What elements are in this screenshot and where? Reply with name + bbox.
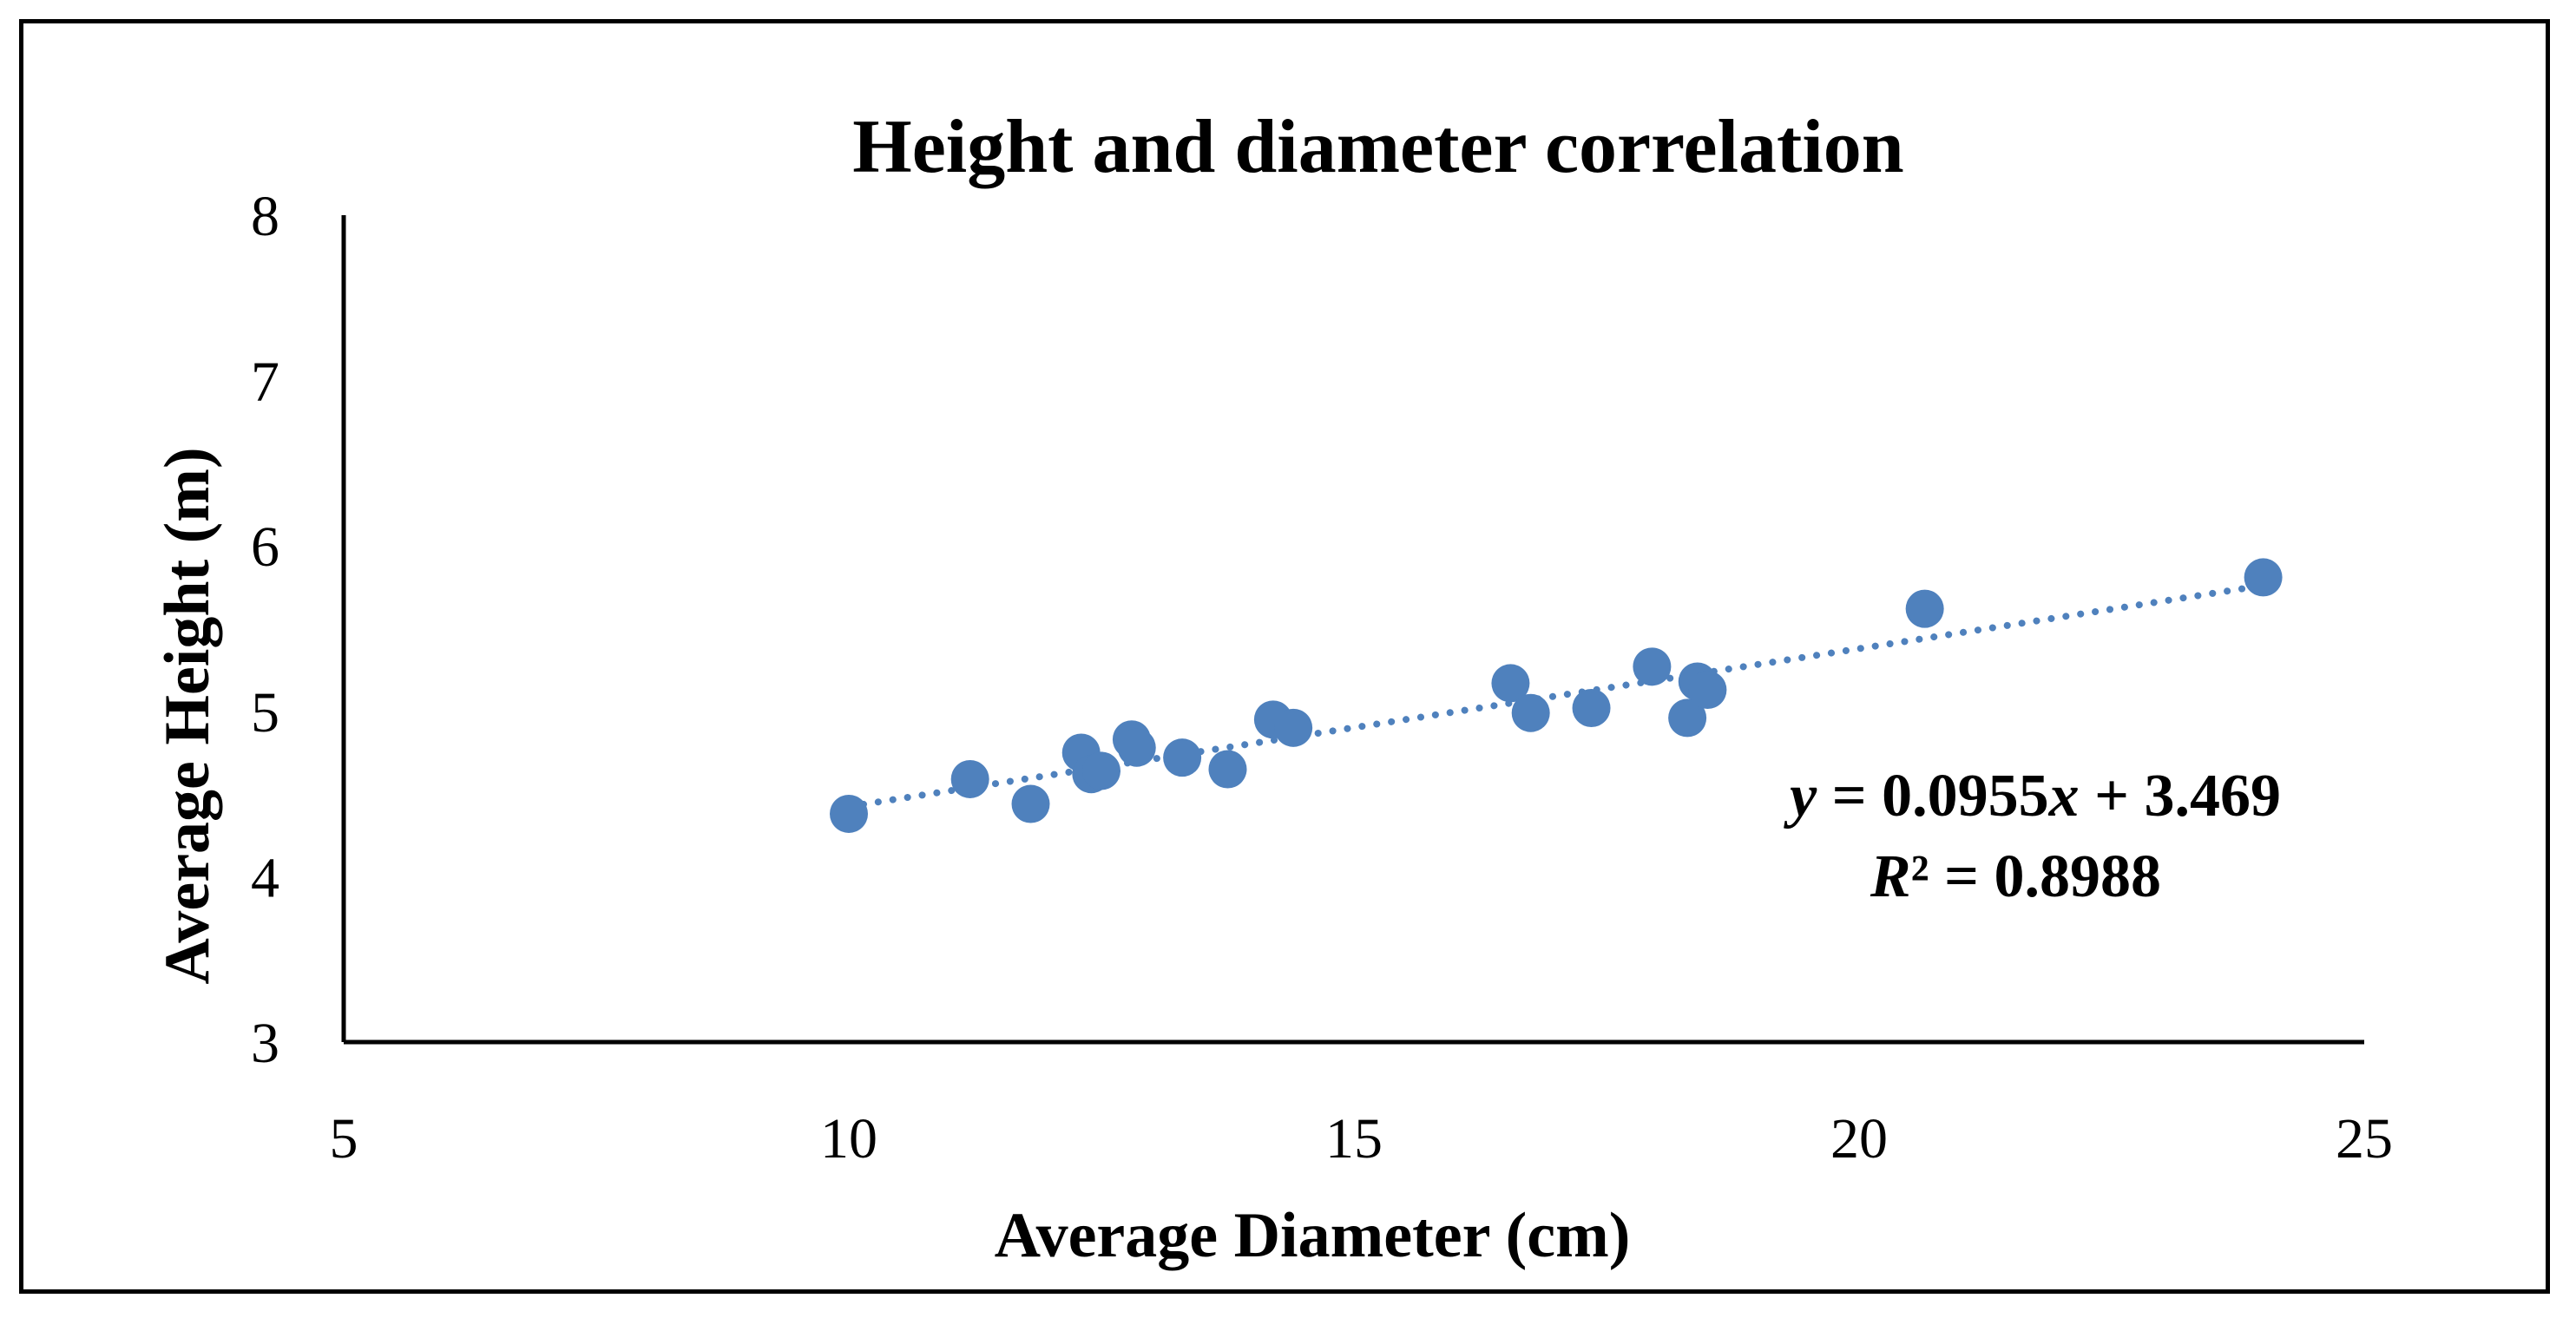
r-squared-var: R xyxy=(1870,843,1911,910)
equation-x-var: x xyxy=(2048,763,2080,829)
data-point xyxy=(1905,589,1944,628)
y-tick-label: 3 xyxy=(251,1012,279,1075)
data-point xyxy=(1274,708,1313,747)
x-tick-label: 5 xyxy=(330,1107,358,1170)
data-points xyxy=(830,558,2283,833)
r-squared-value: ² = 0.8988 xyxy=(1911,843,2161,910)
data-point xyxy=(1082,751,1120,790)
data-point xyxy=(1011,784,1050,823)
y-tick-label: 7 xyxy=(251,351,279,414)
data-point xyxy=(2244,558,2283,597)
x-tick-label: 20 xyxy=(1830,1107,1888,1170)
data-point xyxy=(1668,698,1707,738)
data-point xyxy=(1688,671,1727,710)
data-point xyxy=(1163,738,1202,777)
x-tick-label: 10 xyxy=(820,1107,877,1170)
r-squared: R² = 0.8988 xyxy=(1870,843,2161,910)
y-tick-label: 4 xyxy=(251,846,279,909)
data-point xyxy=(1511,693,1550,732)
x-tick-labels: 5 10 15 20 25 xyxy=(330,1107,2394,1170)
y-tick-label: 8 xyxy=(251,185,279,248)
data-point xyxy=(1117,728,1156,767)
y-tick-labels: 3 4 5 6 7 8 xyxy=(251,185,279,1075)
y-tick-label: 5 xyxy=(251,681,279,744)
chart-frame xyxy=(19,19,2550,1294)
data-point xyxy=(1491,664,1530,703)
data-point xyxy=(830,794,868,833)
data-point xyxy=(950,759,989,798)
trendline-equation: y = 0.0955x + 3.469 xyxy=(1784,763,2281,829)
equation-slope: = 0.0955 xyxy=(1817,763,2048,829)
x-tick-label: 15 xyxy=(1325,1107,1383,1170)
equation-y-var: y xyxy=(1784,763,1817,829)
data-point xyxy=(1208,750,1247,789)
data-point xyxy=(1572,688,1611,727)
x-axis-label: Average Diameter (cm) xyxy=(995,1200,1631,1271)
data-point xyxy=(1633,647,1672,686)
y-tick-label: 6 xyxy=(251,515,279,579)
x-tick-label: 25 xyxy=(2336,1107,2393,1170)
y-axis-label: Average Height (m) xyxy=(152,447,223,984)
chart-title: Height and diameter correlation xyxy=(852,105,1903,189)
equation-intercept: + 3.469 xyxy=(2080,763,2281,829)
